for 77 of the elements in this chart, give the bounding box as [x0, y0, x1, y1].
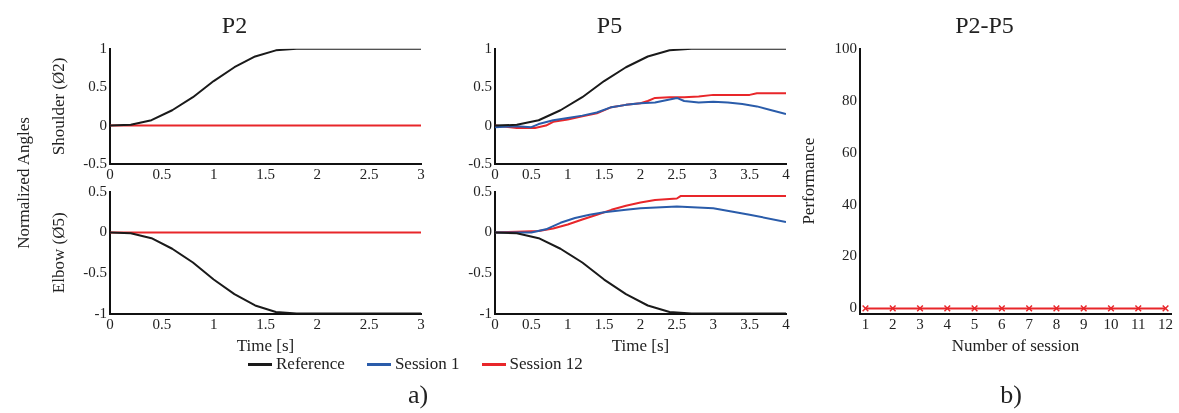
legend-label: Session 1 — [394, 354, 460, 374]
x-tick-label: 2.5 — [359, 165, 379, 182]
x-tick-label: 10 — [1103, 315, 1119, 332]
y-tick-label: 0.5 — [88, 182, 107, 199]
y-tick-label: 1 — [99, 39, 107, 56]
x-tick-label: 1.5 — [594, 315, 614, 332]
y-tick-label: 100 — [834, 39, 857, 56]
y-tick-label: 0 — [484, 116, 492, 133]
x-tick-label: 1 — [209, 315, 218, 332]
legend-label: Session 12 — [509, 354, 583, 374]
y-axis-title: Shoulder (Ø2) — [48, 57, 68, 156]
y-tick-label: 0 — [99, 116, 107, 133]
y-tick-label: 20 — [842, 247, 857, 264]
x-tick-label: 3 — [709, 315, 717, 332]
y-tick-label: -1 — [479, 304, 492, 321]
x-tick-label: 3 — [709, 165, 717, 182]
x-tick-label: 2.5 — [359, 315, 379, 332]
x-tick-label: 0.5 — [522, 165, 541, 182]
x-tick-label: 12 — [1158, 315, 1174, 332]
x-tick-label: 1 — [564, 315, 572, 332]
text: Normalized Angles — [14, 117, 34, 249]
x-tick-label: 2 — [313, 165, 322, 182]
x-tick-label: 2.5 — [667, 315, 687, 332]
y-axis-title: Performance — [798, 137, 818, 225]
x-tick-label: 8 — [1052, 315, 1061, 332]
x-tick-label: 1 — [861, 315, 870, 332]
y-tick-label: 0 — [849, 299, 857, 316]
chart-title: P2 — [221, 11, 248, 38]
chart-title: P5 — [596, 11, 623, 38]
x-tick-label: 6 — [998, 315, 1007, 332]
text: b) — [1000, 380, 1022, 410]
y-tick-label: -0.5 — [468, 154, 492, 171]
x-tick-label: 3 — [916, 315, 924, 332]
y-tick-label: 0 — [484, 223, 492, 240]
x-axis-title: Time [s] — [611, 336, 670, 356]
y-tick-label: 60 — [842, 143, 857, 160]
y-tick-label: 0 — [99, 223, 107, 240]
x-tick-label: 7 — [1025, 315, 1034, 332]
y-tick-label: -0.5 — [83, 264, 107, 280]
x-tick-label: 2 — [636, 165, 645, 182]
x-tick-label: 1 — [209, 165, 218, 182]
x-axis-title: Time [s] — [236, 336, 295, 356]
x-tick-label: 3 — [417, 315, 425, 332]
x-tick-label: 2 — [313, 315, 322, 332]
y-axis-title: Elbow (Ø5) — [48, 212, 68, 294]
x-tick-label: 11 — [1131, 315, 1146, 332]
y-tick-label: 0.5 — [88, 78, 107, 95]
x-tick-label: 3.5 — [740, 315, 759, 332]
legend-label: Reference — [276, 354, 345, 374]
x-tick-label: 1.5 — [256, 165, 275, 182]
x-tick-label: 1.5 — [594, 165, 614, 182]
x-tick-label: 0.5 — [152, 165, 172, 182]
x-tick-label: 4 — [782, 315, 791, 332]
y-tick-label: 40 — [842, 195, 857, 212]
x-tick-label: 1.5 — [256, 315, 275, 332]
x-axis-title: Number of session — [951, 336, 1080, 356]
x-tick-label: 3.5 — [740, 165, 759, 182]
x-tick-label: 4 — [943, 315, 952, 332]
y-tick-label: 1 — [484, 39, 492, 56]
x-tick-label: 3 — [417, 165, 425, 182]
chart-title: P2-P5 — [955, 11, 1014, 38]
x-tick-label: 9 — [1079, 315, 1088, 332]
x-tick-label: 2.5 — [667, 165, 687, 182]
x-tick-label: 1 — [564, 165, 572, 182]
y-tick-label: 0.5 — [473, 78, 492, 95]
x-tick-label: 4 — [782, 165, 791, 182]
x-tick-label: 2 — [636, 315, 645, 332]
y-tick-label: -0.5 — [468, 264, 492, 280]
y-tick-label: -0.5 — [83, 154, 107, 171]
y-tick-label: -1 — [94, 304, 107, 321]
y-tick-label: 80 — [842, 91, 857, 108]
x-tick-label: 0.5 — [152, 315, 172, 332]
x-tick-label: 0.5 — [522, 315, 541, 332]
x-tick-label: 2 — [888, 315, 897, 332]
x-tick-label: 5 — [970, 315, 979, 332]
text: a) — [407, 380, 429, 410]
y-tick-label: 0.5 — [473, 182, 492, 199]
